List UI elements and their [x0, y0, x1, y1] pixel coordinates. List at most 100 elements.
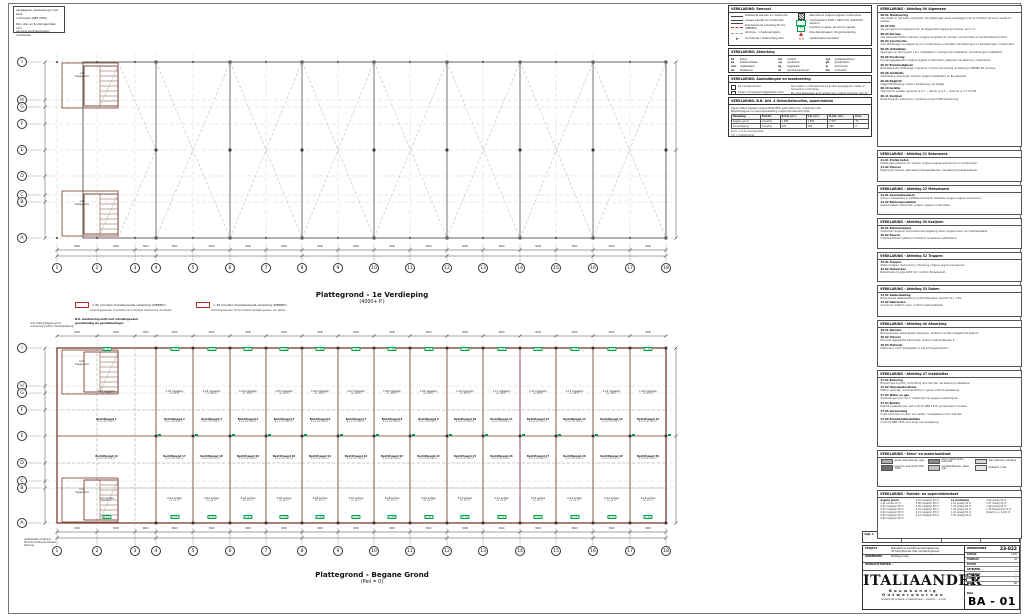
- notes-block: 47.01 Riolering Binnenriolering PVC; ontl…: [881, 379, 1019, 385]
- abbr-row: tg tegelwerk: [778, 65, 821, 69]
- grid-col-bubble-top: 15: [551, 263, 561, 273]
- info-row-value: 1:100: [1010, 553, 1017, 557]
- unit-name-lower: Bedrijfspand 19 b.v.o. ca. 136 m²: [237, 455, 259, 461]
- notes-section-body: 33.01 Dakbedekking Bitumineuze dakbedekki…: [878, 293, 1021, 311]
- checkbox-square-icon: [731, 84, 736, 90]
- unit-area: b.v.o. ca. 136 m²: [310, 457, 330, 461]
- abbr-column: sys systeemplafond gb gipsblokken al aluminiu…: [826, 58, 869, 73]
- dimension-value: 3600: [142, 245, 149, 248]
- notes-block-body: Prefab betonwanden en -vloeren volgens o…: [880, 161, 978, 165]
- legend-swatch-cell: 75: [795, 25, 807, 32]
- unit-name: Bedrijfspand 28: [563, 455, 586, 458]
- annotation-line: unit-indeling begane grond: [30, 322, 62, 325]
- unit-name-upper: Bedrijfspand 9 b.v.o. ca. 136 m²: [418, 418, 439, 424]
- dimension-value: 3600: [73, 527, 81, 530]
- material-swatch-row: kozijnen: aluminium RAL 7016: [880, 465, 925, 471]
- unit-name: Bedrijfspand 20: [272, 455, 296, 458]
- door-tag-bottom: 0.10: [460, 515, 470, 520]
- unit-name: Bedrijfspand 10: [453, 418, 477, 421]
- opdrachtgever-label: OPDRACHTGEVER: [865, 563, 891, 567]
- legend-label: betonkolom volgens opgave constructeur: [809, 14, 862, 18]
- room-tag-upper: 1.02 magazijn ca. 58 m²: [166, 390, 184, 396]
- unit-area: b.v.o. ca. 136 m²: [492, 420, 511, 424]
- room-tag-upper: 1.08 magazijn ca. 58 m²: [383, 390, 401, 396]
- room-tag-name: 0.06 entree: [312, 497, 328, 500]
- dimension-value: 3600: [171, 245, 178, 248]
- ruimtestaat-line: 1.15 trappenhuis 8 m²: [986, 507, 1012, 511]
- notes-block: 40.02 Vloeren Monoliet afgewerkte betonvl…: [881, 336, 1019, 342]
- notes-section-body: 30.01 Buitenkozijnen Aluminium kozijnen m…: [878, 226, 1021, 244]
- notes-block: 21.01 Prefab beton Prefab betonwanden en …: [881, 159, 1019, 165]
- unit-area: b.v.o. ca. 136 m²: [419, 420, 438, 424]
- dimension-value: 3600: [461, 527, 469, 530]
- grid-row-bubble-top: I: [17, 57, 27, 67]
- legend-swatch-cell: [795, 19, 807, 26]
- notes-block-heading: 00.09 Daglicht: [880, 79, 902, 83]
- notes-block-heading: 22.02 Binnenspouwblad: [880, 201, 916, 205]
- abbr-row: al aluminium: [826, 65, 869, 69]
- material-swatch-row: overheaddeuren: staal, grijs: [927, 465, 972, 471]
- material-color-chip: [974, 458, 987, 465]
- legend-title: VERKLARING: B.B. Afd. 4 Gebruiksfuncties…: [729, 98, 871, 105]
- bb-intro-line: Oppervlakten bepaald volgens NEN 2580; g…: [731, 106, 822, 110]
- unit-name-lower: Bedrijfspand 20 b.v.o. ca. 136 m²: [273, 455, 295, 461]
- notes-block: 47.05 Verwarming Units optioneel voorzien…: [881, 410, 1019, 416]
- ruimtestaat-column: 1.06 opslag 54 m² 1.07 opslag 54 m² 1.08 o…: [986, 499, 1018, 521]
- bb-table: Bouwlaag Functie B.V.O. (m²) V.R. (m²) N.V.O…: [731, 113, 869, 130]
- door-tag-top: 1.06: [315, 347, 325, 352]
- legend-label: stramien- / maatvoeringslijn: [745, 31, 781, 35]
- room-tag-upper: 1.04 magazijn ca. 58 m²: [239, 390, 257, 396]
- ruimtestaat-line: 1.03 opslag 54 m²: [951, 507, 972, 511]
- red-outline-swatch: [196, 302, 210, 308]
- title-block: PROJECT Nieuwbouw bedrijfsverzamelgebouw…: [862, 545, 1020, 610]
- room-tag-name: 0.16 entree: [640, 497, 656, 500]
- info-rows: SCHAAL 1:100 FORMAAT A0 DATUM — GETEKEND — GEWIJ…: [965, 553, 1019, 587]
- notes-block-body: Sparingen en doorvoeren t.b.v. installat…: [880, 51, 1003, 55]
- legend-box-afwerking: VERKLARING: Afwerking bt beton kz kalkzands…: [728, 48, 872, 73]
- notes-block-heading: 00.04 Constructie: [880, 40, 907, 44]
- grid-row-bubble-bottom: D: [17, 458, 27, 468]
- unit-name: Bedrijfspand 7: [345, 418, 367, 421]
- room-tag-lower: 0.09 entree ca. 12 m²: [421, 497, 436, 503]
- room-tag-area: ca. 12 m²: [278, 499, 290, 503]
- room-tag-name: 1.01 magazijn: [97, 390, 116, 393]
- dimension-value: 3600: [608, 245, 615, 248]
- room-tag-area: ca. 58 m²: [314, 392, 326, 396]
- notes-block: 40.03 Plafonds Plafonds in zicht; leiding…: [881, 344, 1019, 350]
- room-tag-name: 0.03 entree: [204, 497, 219, 500]
- notes-block-heading: 40.01 Wanden: [880, 328, 902, 332]
- dimension-value: 3600: [316, 527, 324, 530]
- legend-label: opstelplaats brandweer: [809, 36, 839, 40]
- notes-section-title: VERKLARING - Afdeling 47 Installaties: [878, 371, 1021, 378]
- door-tag-bottom: 0.07: [351, 515, 361, 520]
- notes-block-body: Brandwerende scheidingen uitvoeren confo…: [880, 66, 997, 70]
- notes-block: 00.04 Constructie Voor afmetingen en wape…: [881, 40, 1019, 46]
- title-block-right: WERKNUMMER 23-822 SCHAAL 1:100 FORMAAT A0 DA…: [965, 546, 1019, 609]
- stair-code: 0.15: [79, 488, 85, 491]
- grid-col-bubble-bottom: 10: [369, 546, 379, 556]
- notes-block: 47.02 Hemelwaterafvoer HWA's inpandig; no…: [881, 386, 1019, 392]
- notes-block: 32.02 Hekwerken Balustraden hoogte 1000 m…: [881, 268, 1019, 274]
- grid-col-bubble-top: 1: [52, 263, 62, 273]
- project-label: PROJECT: [865, 546, 878, 550]
- legend-label: brandslanghaspel / droge blusleiding: [809, 31, 856, 35]
- info-row-label: DATUM: [967, 562, 976, 566]
- unit-name: Bedrijfspand 14: [600, 418, 623, 421]
- abbr-row: bt beton: [731, 58, 774, 62]
- room-tag-lower: 0.16 entree ca. 12 m²: [641, 497, 656, 503]
- stair-label: 1.15 trappenhuis: [62, 72, 102, 78]
- unit-name-lower: Bedrijfspand 27 b.v.o. ca. 136 m²: [527, 455, 549, 461]
- stair-code: 1.15: [79, 72, 85, 75]
- legend-row: nieuwe wanden en constructie: [731, 19, 792, 24]
- red-cross-icon: ✕✕: [798, 37, 805, 41]
- abbr-term: beton: [740, 57, 748, 61]
- legend-label: bestaande wanden en constructie: [745, 14, 788, 18]
- material-swatch-row: dak: bitumen, lichtgrijs: [974, 458, 1019, 465]
- unit-name: Bedrijfspand 24: [417, 455, 440, 458]
- room-tag-lower: 0.07 entree ca. 12 m²: [349, 497, 364, 503]
- unit-name: Bedrijfspand 29: [600, 455, 623, 458]
- door-tag-bottom: 0.03: [206, 515, 217, 520]
- abbr-term: isolatie: [787, 57, 797, 61]
- unit-name-upper: Bedrijfspand 12 b.v.o. ca. 136 m²: [527, 418, 549, 424]
- grid-col-bubble-bottom: 1: [52, 546, 62, 556]
